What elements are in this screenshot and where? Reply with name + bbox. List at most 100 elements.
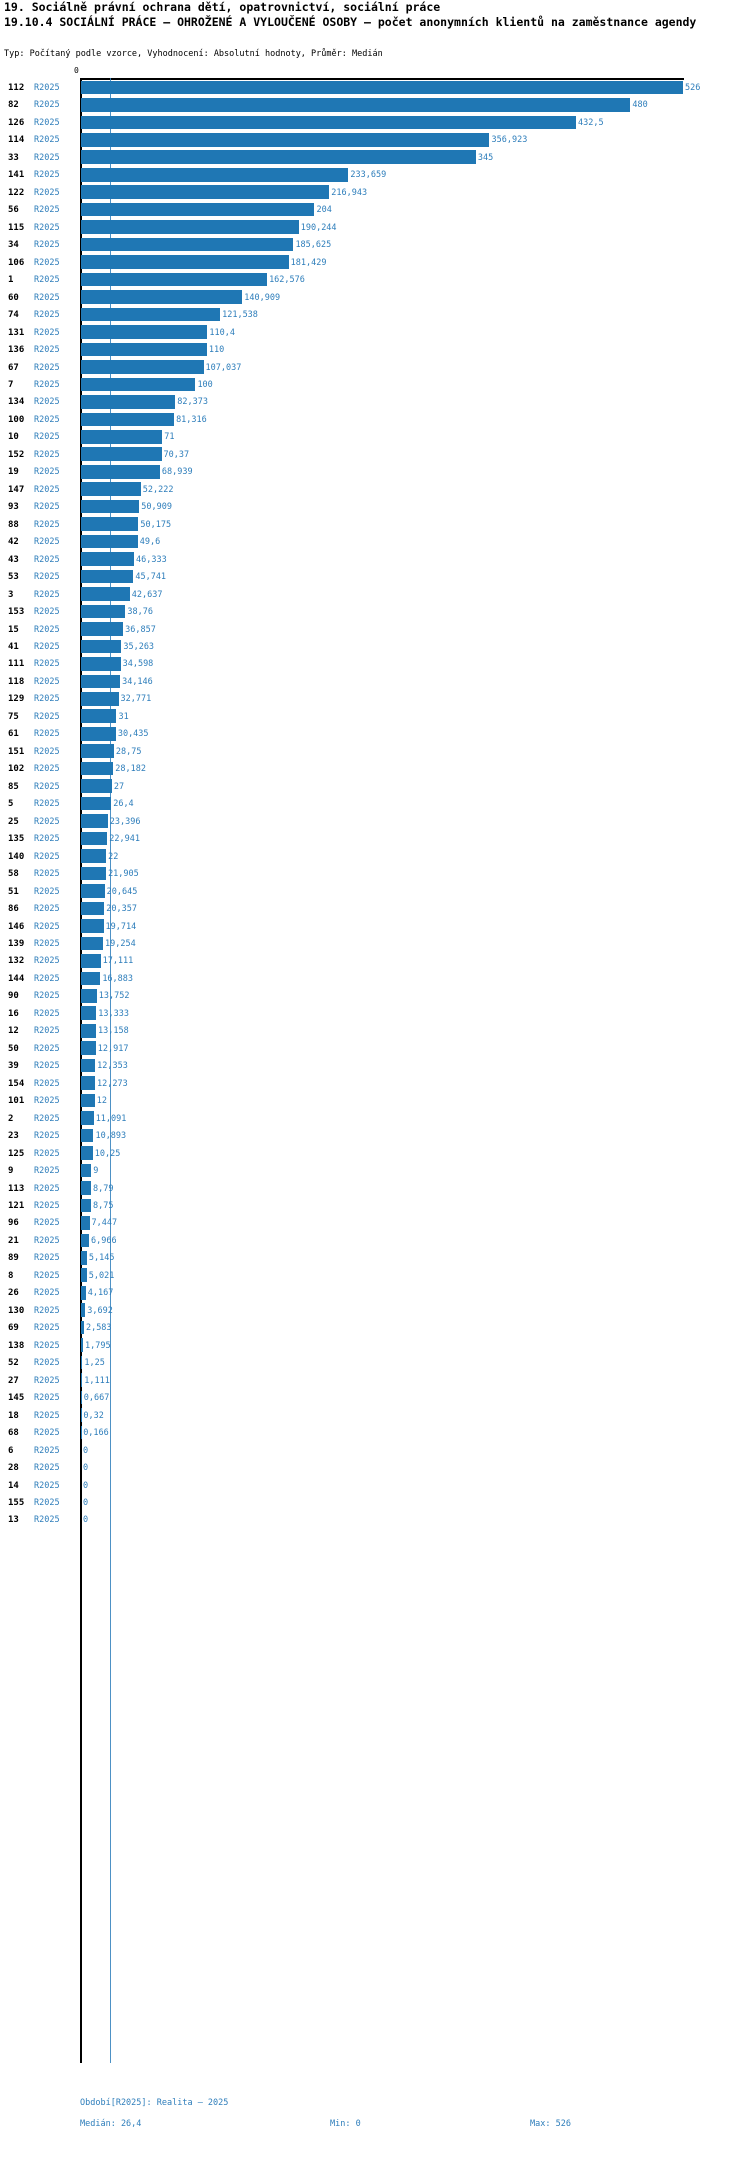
bar[interactable]: [81, 1320, 84, 1335]
bar[interactable]: [81, 692, 119, 706]
bar[interactable]: [81, 1111, 94, 1125]
row-category-label: 82: [8, 100, 19, 111]
table-row: 154 R2025 12,273: [0, 1076, 750, 1093]
bar[interactable]: [81, 1303, 86, 1317]
bar[interactable]: [81, 447, 162, 462]
bar[interactable]: [81, 429, 163, 444]
row-period-label: R2025: [34, 117, 60, 128]
bar[interactable]: [81, 1181, 92, 1195]
table-row: 60 R2025 140,909: [0, 290, 750, 307]
bar[interactable]: [81, 342, 207, 357]
bar[interactable]: [81, 1146, 93, 1160]
bar[interactable]: [81, 1338, 84, 1352]
bar[interactable]: [81, 499, 140, 514]
row-category-label: 139: [8, 938, 25, 949]
bar[interactable]: [81, 150, 476, 165]
bar-value-label: 3,692: [87, 1305, 113, 1316]
bar[interactable]: [81, 464, 160, 479]
row-period-label: R2025: [34, 449, 60, 460]
bar-value-label: 356,923: [491, 135, 528, 146]
bar[interactable]: [81, 237, 294, 252]
bar[interactable]: [81, 412, 175, 427]
row-category-label: 130: [8, 1305, 25, 1316]
bar[interactable]: [81, 587, 130, 601]
bar[interactable]: [81, 1251, 87, 1265]
bar[interactable]: [81, 674, 121, 689]
bar[interactable]: [81, 1268, 87, 1283]
bar[interactable]: [81, 272, 268, 287]
bar[interactable]: [81, 639, 122, 654]
bar[interactable]: [81, 1023, 97, 1038]
table-row: 75 R2025 31: [0, 709, 750, 726]
bar[interactable]: [81, 726, 116, 741]
bar[interactable]: [81, 622, 124, 636]
bar[interactable]: [81, 1128, 94, 1143]
bar[interactable]: [81, 1093, 95, 1108]
bar[interactable]: [81, 133, 490, 147]
row-period-label: R2025: [34, 1043, 60, 1054]
bar[interactable]: [81, 115, 576, 130]
bar[interactable]: [81, 814, 108, 828]
bar[interactable]: [81, 954, 101, 968]
bar[interactable]: [81, 1163, 92, 1178]
row-period-label: R2025: [34, 467, 60, 478]
bar[interactable]: [81, 709, 117, 724]
bar[interactable]: [81, 307, 221, 322]
bar[interactable]: [81, 604, 126, 619]
bar[interactable]: [81, 849, 107, 863]
bar[interactable]: [81, 1285, 86, 1300]
row-category-label: 18: [8, 1410, 19, 1421]
bar[interactable]: [81, 482, 141, 496]
bar[interactable]: [81, 1058, 96, 1073]
bar[interactable]: [81, 395, 176, 409]
row-period-label: R2025: [34, 1340, 60, 1351]
bar[interactable]: [81, 377, 196, 392]
bar[interactable]: [81, 988, 97, 1003]
bar[interactable]: [81, 360, 204, 374]
bar[interactable]: [81, 1233, 89, 1248]
bar[interactable]: [81, 657, 121, 671]
bar[interactable]: [81, 534, 138, 549]
bar[interactable]: [81, 220, 299, 234]
bar[interactable]: [81, 569, 134, 584]
bar[interactable]: [81, 325, 208, 339]
row-category-label: 58: [8, 869, 19, 880]
bar[interactable]: [81, 761, 114, 776]
bar[interactable]: [81, 866, 107, 881]
bar[interactable]: [81, 185, 330, 199]
bar[interactable]: [81, 1006, 97, 1021]
bar[interactable]: [81, 255, 289, 269]
row-category-label: 112: [8, 83, 25, 93]
bar[interactable]: [81, 779, 112, 793]
bar[interactable]: [81, 1390, 82, 1405]
table-row: 85 R2025 27: [0, 779, 750, 796]
bar-rows: 112 R2025 526 82 R2025 480 126 R2025 432,5 114 R20…: [0, 80, 750, 1530]
bar[interactable]: [81, 80, 683, 95]
bar[interactable]: [81, 552, 135, 566]
row-period-label: R2025: [34, 1497, 60, 1508]
row-period-label: R2025: [34, 1515, 60, 1526]
bar[interactable]: [81, 831, 108, 846]
bar[interactable]: [81, 1041, 96, 1055]
bar[interactable]: [81, 1216, 90, 1230]
bar[interactable]: [81, 98, 631, 112]
bar[interactable]: [81, 1076, 96, 1090]
bar[interactable]: [81, 517, 139, 531]
bar[interactable]: [81, 744, 114, 758]
bar[interactable]: [81, 202, 315, 217]
bar[interactable]: [81, 936, 104, 951]
table-row: 129 R2025 32,771: [0, 691, 750, 708]
bar[interactable]: [81, 167, 349, 182]
bar[interactable]: [81, 1373, 83, 1387]
bar[interactable]: [81, 290, 243, 304]
bar[interactable]: [81, 796, 112, 811]
bar-value-label: 34,598: [122, 659, 154, 670]
bar[interactable]: [81, 884, 105, 898]
bar[interactable]: [81, 971, 101, 986]
bar[interactable]: [81, 901, 105, 916]
bar[interactable]: [81, 1198, 91, 1213]
bar[interactable]: [81, 919, 104, 933]
table-row: 118 R2025 34,146: [0, 674, 750, 691]
bar-value-label: 6,966: [90, 1235, 117, 1246]
bar[interactable]: [81, 1355, 83, 1370]
